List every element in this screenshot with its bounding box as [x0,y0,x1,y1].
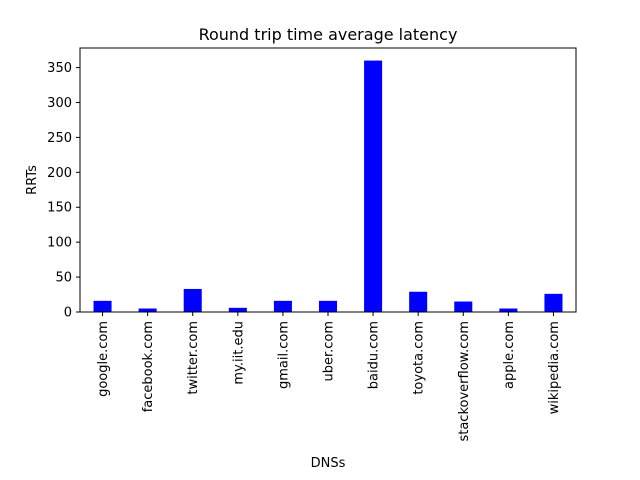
chart-title: Round trip time average latency [199,25,458,44]
x-tick-label: apple.com [502,321,517,389]
x-tick-label: twitter.com [186,321,201,395]
bars-group [93,60,563,312]
bar-uber-com [318,300,338,312]
x-axis-ticks: google.com facebook.com twitter.com my.iit.… [96,312,562,442]
x-axis-label: DNSs [311,456,346,471]
bar-gmail-com [273,300,292,312]
y-tick-label: 350 [47,61,72,76]
y-tick-label: 250 [47,131,72,146]
bar-wikipedia-com [544,293,563,312]
x-tick-label: my.iit.edu [231,321,246,385]
y-tick-label: 300 [47,96,72,111]
x-tick-label: wikipedia.com [547,321,562,414]
x-tick-label: gmail.com [276,321,291,389]
bar-apple-com [499,308,518,312]
bar-google-com [93,300,112,312]
bar-twitter-com [183,288,202,312]
x-tick-label: toyota.com [412,321,427,395]
bar-baidu-com [364,60,383,312]
y-tick-label: 50 [55,271,72,286]
x-tick-label: baidu.com [367,321,382,389]
bar-facebook-com [138,308,157,312]
x-tick-label: facebook.com [141,321,156,412]
y-tick-label: 100 [47,236,72,251]
y-tick-label: 200 [47,166,72,181]
bar-toyota-com [409,291,428,312]
y-tick-label: 0 [64,306,72,321]
x-tick-label: google.com [96,321,111,397]
y-tick-label: 150 [47,201,72,216]
plot-area-frame [79,47,577,313]
x-tick-label: stackoverflow.com [457,321,472,442]
y-axis-ticks: 0 50 100 150 200 250 300 350 [47,61,80,321]
y-axis-label: RRTs [25,165,40,195]
bar-my-iit-edu [228,307,247,312]
bar-stackoverflow-com [454,301,473,312]
x-tick-label: uber.com [322,321,337,382]
